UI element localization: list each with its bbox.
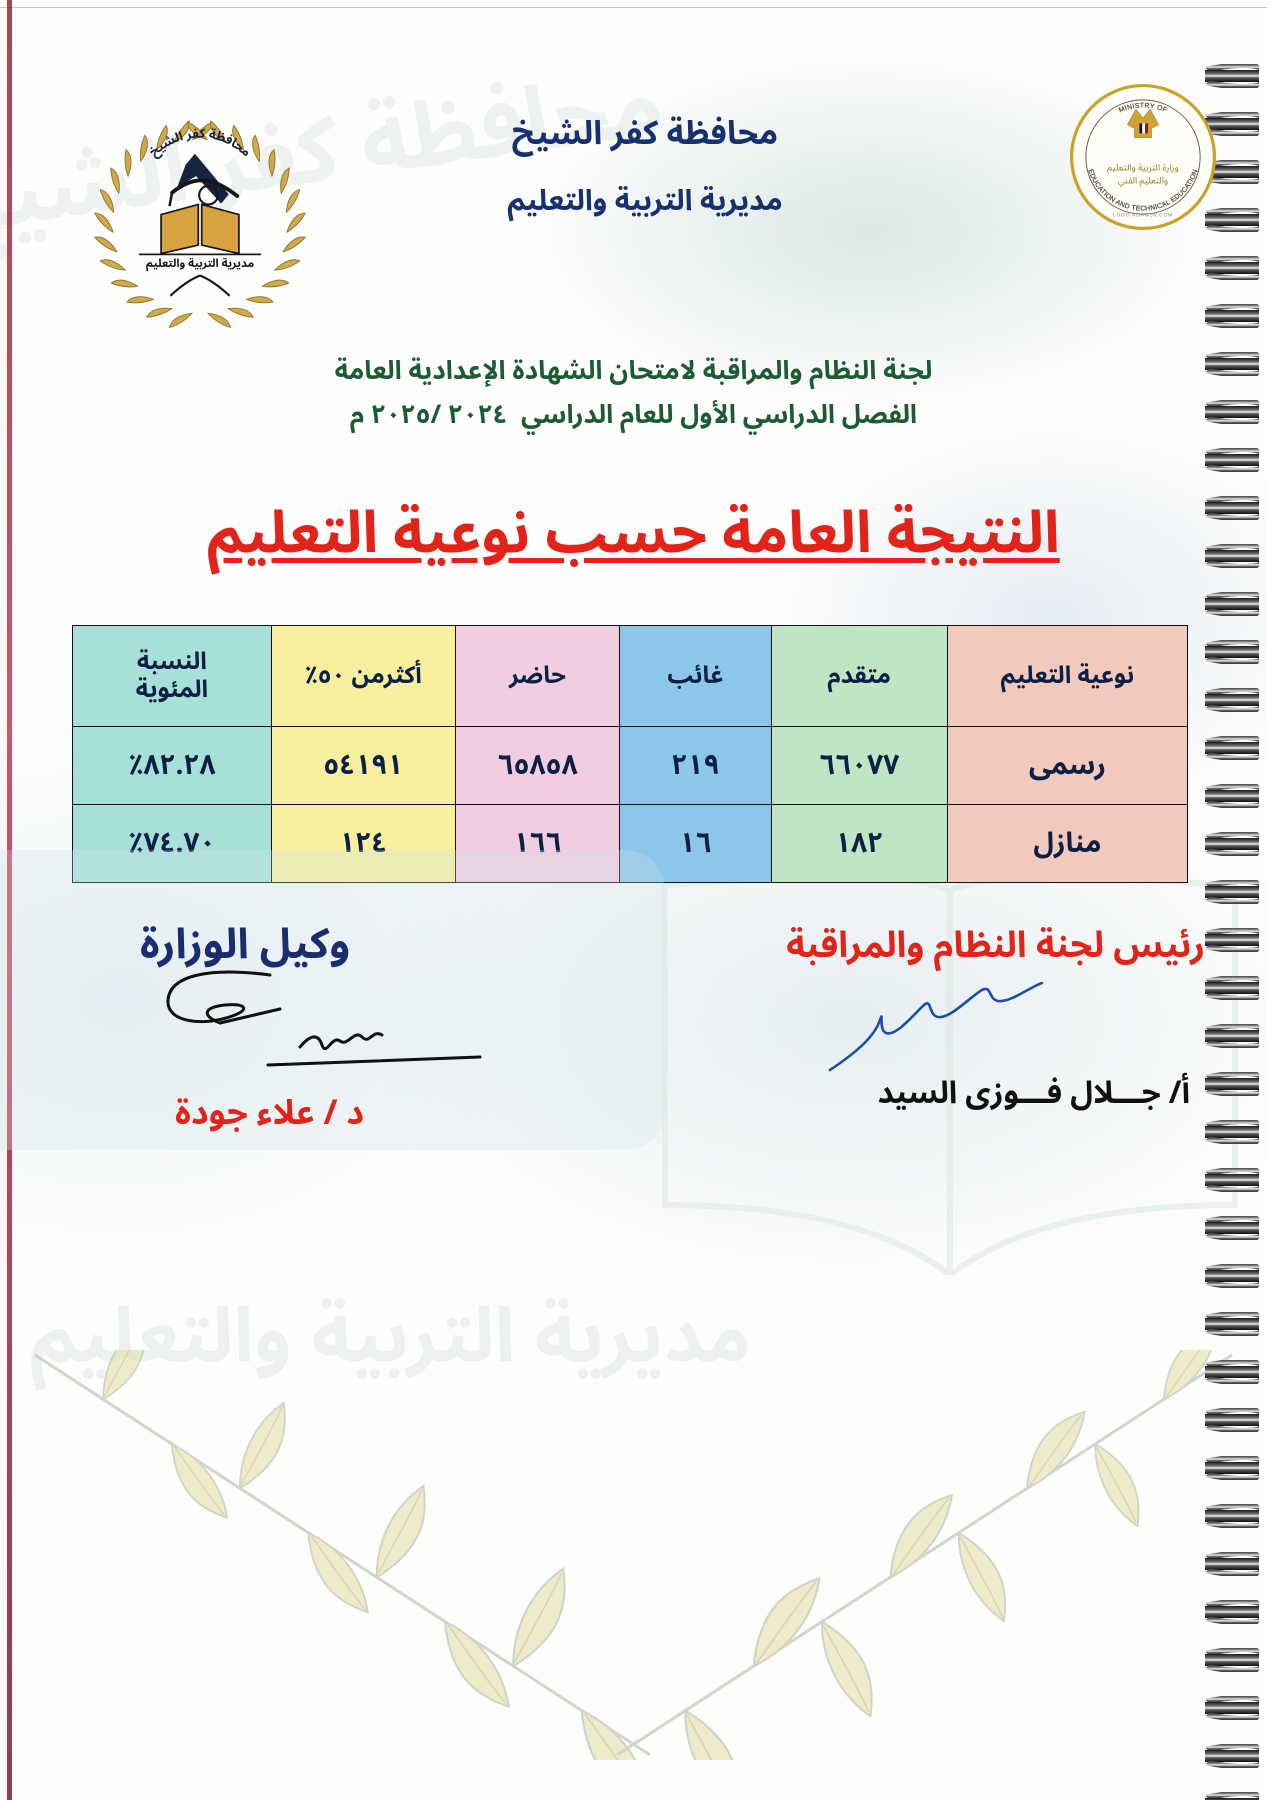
svg-text:والتعليم الفني: والتعليم الفني <box>1118 170 1168 190</box>
svg-text:مديرية التربية والتعليم: مديرية التربية والتعليم <box>146 252 255 276</box>
svg-text:LOGO ADAMS6.COM: LOGO ADAMS6.COM <box>1113 212 1173 218</box>
svg-text:محافظة كفر الشيخ: محافظة كفر الشيخ <box>143 121 257 164</box>
